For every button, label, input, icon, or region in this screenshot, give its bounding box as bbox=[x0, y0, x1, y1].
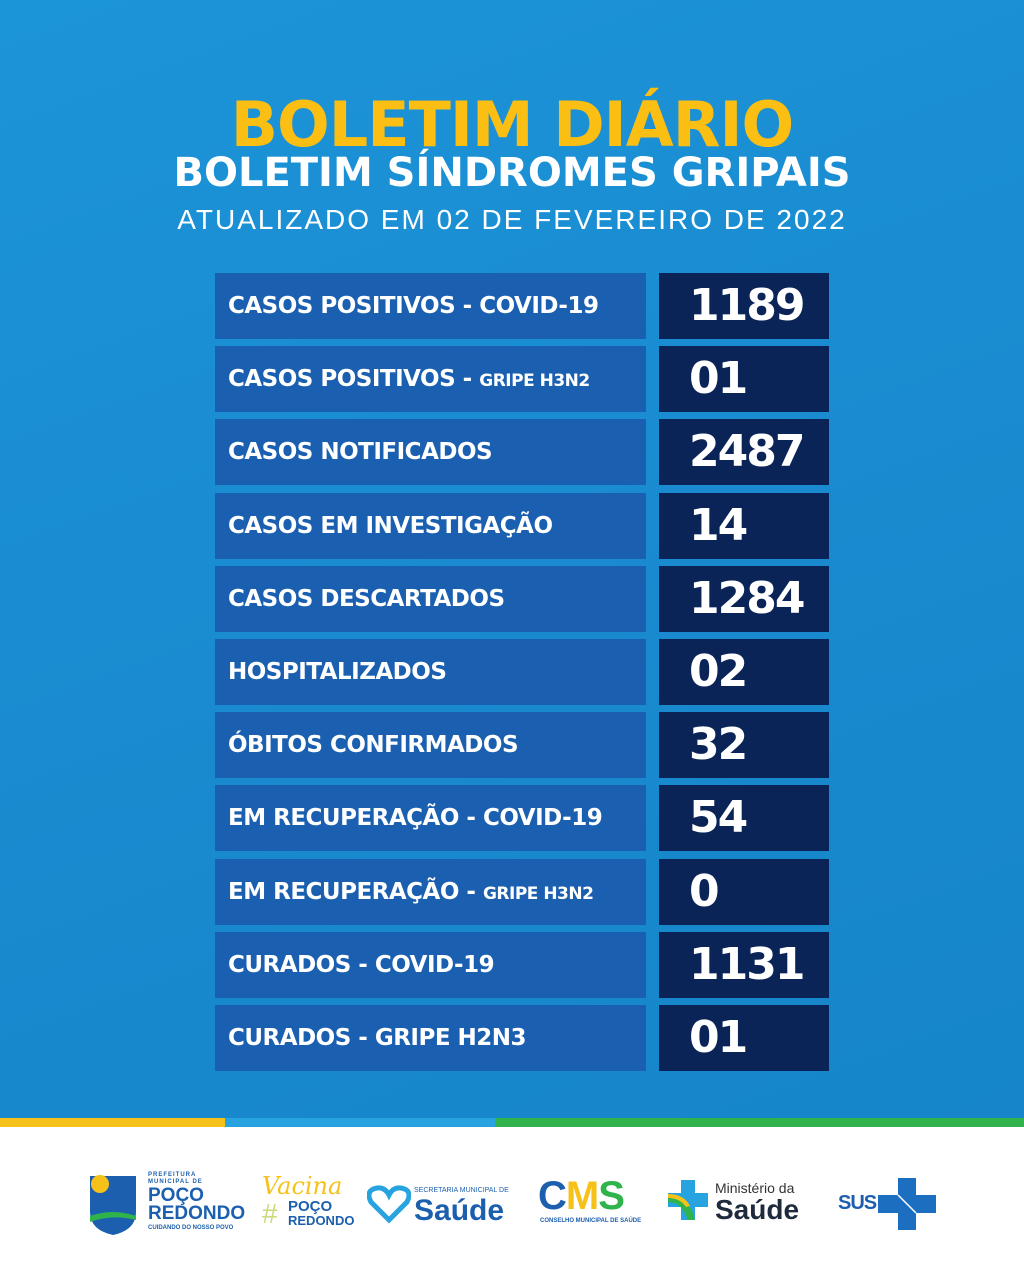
stat-value: 01 bbox=[659, 346, 829, 413]
sus-cross-icon bbox=[878, 1178, 936, 1230]
stat-value: 32 bbox=[659, 712, 829, 779]
stat-row: CASOS NOTIFICADOS 2487 bbox=[215, 419, 829, 486]
stat-label: CASOS EM INVESTIGAÇÃO bbox=[215, 492, 646, 559]
stat-row: EM RECUPERAÇÃO - GRIPE H3N2 0 bbox=[215, 858, 829, 925]
stat-label: ÓBITOS CONFIRMADOS bbox=[215, 712, 646, 779]
stat-value: 1131 bbox=[659, 931, 829, 998]
stat-row: CASOS POSITIVOS - GRIPE H3N2 01 bbox=[215, 346, 829, 413]
stat-label-text: CURADOS - GRIPE H2N3 bbox=[228, 1025, 527, 1051]
stat-label: CURADOS - COVID-19 bbox=[215, 931, 646, 998]
sus-logo: SUS bbox=[838, 1172, 938, 1242]
stat-label: HOSPITALIZADOS bbox=[215, 639, 646, 705]
cms-logo: CMS CONSELHO MUNICIPAL DE SAÚDE bbox=[538, 1174, 642, 1224]
stat-row: EM RECUPERAÇÃO - COVID-19 54 bbox=[215, 785, 829, 852]
stat-label-sub: GRIPE H3N2 bbox=[479, 371, 590, 392]
stat-label-text: EM RECUPERAÇÃO - COVID-19 bbox=[228, 805, 603, 832]
shield-icon bbox=[90, 1175, 136, 1235]
stat-value: 54 bbox=[659, 785, 829, 852]
stat-value: 2487 bbox=[659, 419, 829, 486]
stripe-blue bbox=[225, 1118, 495, 1127]
stat-label-text: HOSPITALIZADOS bbox=[228, 659, 447, 685]
updated-date: ATUALIZADO EM 02 DE FEVEREIRO DE 2022 bbox=[177, 204, 847, 235]
stat-label-text: CASOS DESCARTADOS bbox=[228, 585, 505, 612]
page-title: BOLETIM DIÁRIO bbox=[230, 88, 795, 161]
stat-row: CASOS DESCARTADOS 1284 bbox=[215, 565, 829, 632]
stat-label: EM RECUPERAÇÃO - GRIPE H3N2 bbox=[215, 858, 646, 925]
stripe-yellow bbox=[0, 1118, 225, 1127]
stat-value: 02 bbox=[659, 639, 829, 705]
stat-row: CASOS EM INVESTIGAÇÃO 14 bbox=[215, 492, 829, 559]
stat-label: CASOS DESCARTADOS bbox=[215, 565, 646, 632]
stat-row: CURADOS - GRIPE H2N3 01 bbox=[215, 1005, 829, 1071]
stat-label-text: EM RECUPERAÇÃO - bbox=[228, 878, 483, 905]
stat-label: CURADOS - GRIPE H2N3 bbox=[215, 1005, 646, 1071]
ministerio-saude-logo: Ministério da Saúde bbox=[668, 1172, 818, 1242]
stat-value: 1284 bbox=[659, 565, 829, 632]
stat-label: CASOS NOTIFICADOS bbox=[215, 419, 646, 486]
stat-row: HOSPITALIZADOS 02 bbox=[215, 639, 829, 705]
page-subtitle: BOLETIM SÍNDROMES GRIPAIS bbox=[173, 150, 851, 196]
heart-icon bbox=[367, 1185, 411, 1224]
stripe-green bbox=[495, 1118, 1024, 1127]
stat-label: CASOS POSITIVOS - COVID-19 bbox=[215, 273, 646, 339]
secretaria-saude-logo: SECRETARIA MUNICIPAL DE Saúde bbox=[367, 1172, 522, 1242]
stat-row: CURADOS - COVID-19 1131 bbox=[215, 931, 829, 998]
stat-row: CASOS POSITIVOS - COVID-19 1189 bbox=[215, 273, 829, 339]
stat-value: 1189 bbox=[659, 273, 829, 339]
cross-icon bbox=[668, 1180, 708, 1220]
background bbox=[0, 0, 1024, 1118]
stat-label-text: CASOS POSITIVOS - bbox=[228, 366, 480, 393]
stat-value: 01 bbox=[659, 1005, 829, 1071]
stat-value: 14 bbox=[659, 492, 829, 559]
footer-logos: PREFEITURA MUNICIPAL DE POÇO REDONDO CUI… bbox=[0, 1127, 1024, 1280]
stat-label-text: CASOS NOTIFICADOS bbox=[228, 439, 493, 466]
stat-label-sub: GRIPE H3N2 bbox=[482, 883, 594, 904]
stat-label-text: CASOS EM INVESTIGAÇÃO bbox=[228, 512, 553, 539]
stat-label-text: ÓBITOS CONFIRMADOS bbox=[228, 732, 519, 759]
stat-row: ÓBITOS CONFIRMADOS 32 bbox=[215, 712, 829, 779]
stat-label: EM RECUPERAÇÃO - COVID-19 bbox=[215, 785, 646, 852]
stat-label-text: CASOS POSITIVOS - COVID-19 bbox=[228, 293, 599, 319]
stat-value: 0 bbox=[659, 858, 829, 925]
stat-label: CASOS POSITIVOS - GRIPE H3N2 bbox=[215, 346, 646, 413]
prefeitura-logo: PREFEITURA MUNICIPAL DE POÇO REDONDO CUI… bbox=[88, 1172, 258, 1242]
vacina-logo: Vacina # POÇO REDONDO bbox=[262, 1172, 355, 1229]
stat-label-text: CURADOS - COVID-19 bbox=[228, 951, 495, 978]
